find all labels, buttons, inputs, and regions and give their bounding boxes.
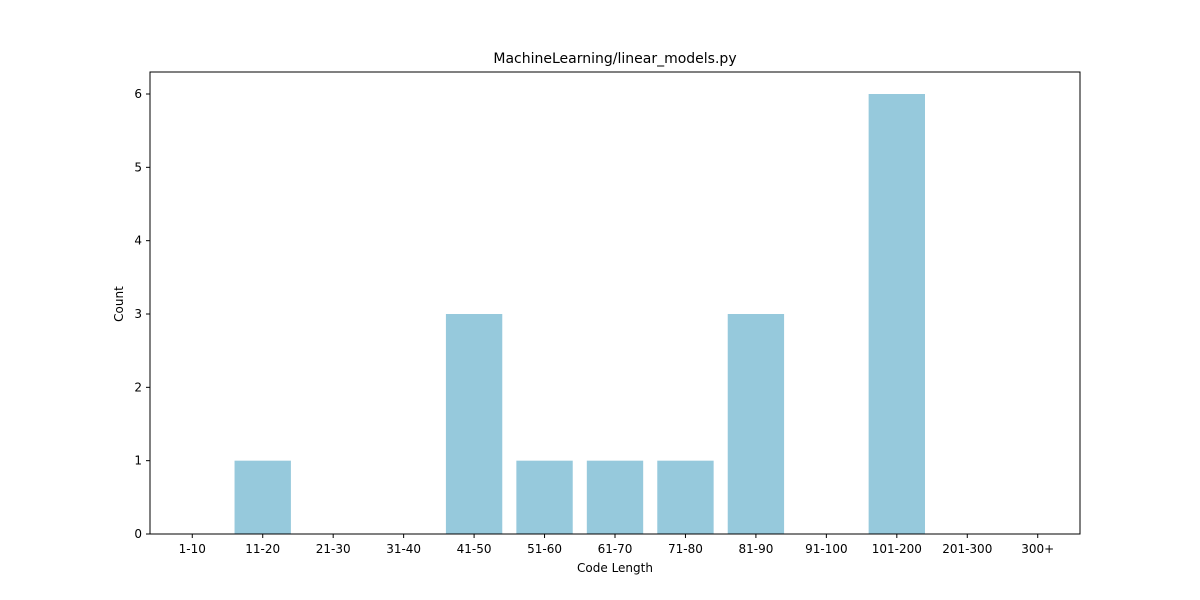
x-tick-label: 300+ bbox=[1021, 542, 1054, 556]
x-tick-label: 11-20 bbox=[245, 542, 280, 556]
y-tick-label: 0 bbox=[134, 527, 142, 541]
x-tick-label: 41-50 bbox=[457, 542, 492, 556]
bar-61-70 bbox=[586, 460, 644, 534]
bars-group bbox=[234, 94, 925, 534]
y-axis-title: Count bbox=[112, 286, 126, 322]
x-tick-label: 1-10 bbox=[179, 542, 206, 556]
bar-11-20 bbox=[234, 460, 291, 534]
x-tick-label: 101-200 bbox=[872, 542, 922, 556]
x-axis-ticks: 1-10 11-20 21-30 31-40 41-50 51-60 61-70 71-80 8… bbox=[179, 534, 1054, 556]
bar-101-200 bbox=[868, 94, 925, 534]
x-tick-label: 81-90 bbox=[738, 542, 773, 556]
plot-frame bbox=[149, 71, 1081, 535]
x-axis-title: Code Length bbox=[577, 561, 653, 575]
y-axis-ticks: 0 1 2 3 4 5 6 bbox=[134, 87, 150, 541]
y-tick-label: 2 bbox=[134, 380, 142, 394]
x-tick-label: 21-30 bbox=[316, 542, 351, 556]
x-tick-label: 31-40 bbox=[386, 542, 421, 556]
bar-81-90 bbox=[727, 314, 785, 534]
bar-71-80 bbox=[657, 460, 714, 534]
y-tick-label: 5 bbox=[134, 160, 142, 174]
x-tick-label: 61-70 bbox=[598, 542, 633, 556]
y-tick-label: 1 bbox=[134, 454, 142, 468]
x-tick-label: 91-100 bbox=[805, 542, 848, 556]
y-tick-label: 3 bbox=[134, 307, 142, 321]
bar-41-50 bbox=[445, 314, 503, 534]
x-tick-label: 51-60 bbox=[527, 542, 562, 556]
x-tick-label: 201-300 bbox=[942, 542, 992, 556]
y-tick-label: 6 bbox=[134, 87, 142, 101]
x-tick-label: 71-80 bbox=[668, 542, 703, 556]
y-tick-label: 4 bbox=[134, 234, 142, 248]
chart-title: MachineLearning/linear_models.py bbox=[493, 51, 736, 67]
bar-51-60 bbox=[516, 460, 573, 534]
